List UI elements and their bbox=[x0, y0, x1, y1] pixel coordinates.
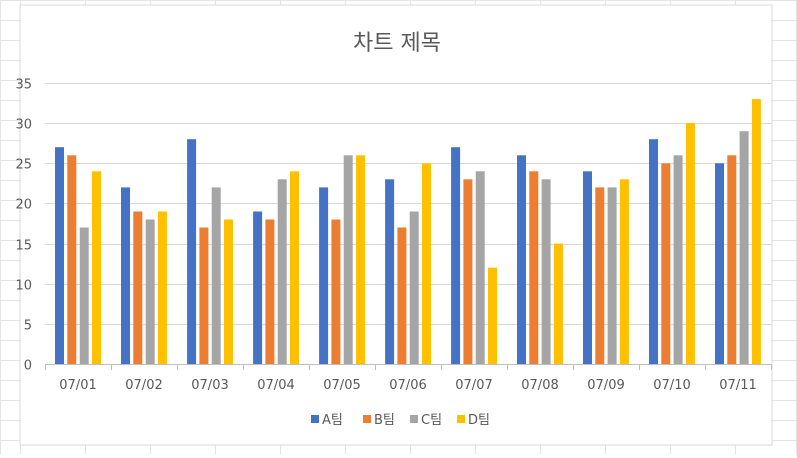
legend-label: D팀 bbox=[468, 413, 490, 428]
legend-label: C팀 bbox=[421, 413, 442, 428]
bar bbox=[595, 187, 605, 364]
x-tick-label: 07/05 bbox=[323, 378, 360, 393]
x-tick-label: 07/08 bbox=[521, 378, 558, 393]
bar bbox=[265, 219, 275, 364]
y-tick-label: 15 bbox=[15, 239, 32, 254]
bar bbox=[583, 171, 592, 364]
bar bbox=[529, 171, 539, 364]
bar bbox=[619, 179, 629, 364]
x-tick-label: 07/01 bbox=[59, 378, 96, 393]
bar bbox=[211, 187, 221, 364]
bar bbox=[541, 179, 551, 364]
y-axis-ticks: 0 5 10 15 20 25 30 35 bbox=[15, 78, 32, 374]
x-tick-label: 07/07 bbox=[455, 378, 492, 393]
bar bbox=[199, 227, 209, 364]
bar bbox=[385, 179, 395, 364]
y-tick-label: 5 bbox=[24, 319, 32, 334]
bar bbox=[715, 163, 724, 364]
bar bbox=[751, 99, 761, 364]
bar bbox=[79, 227, 89, 364]
legend-item[interactable]: A팀 bbox=[311, 413, 343, 428]
y-tick-label: 35 bbox=[15, 78, 32, 93]
bar bbox=[397, 227, 407, 364]
legend-swatch bbox=[311, 415, 319, 423]
bar bbox=[277, 179, 287, 364]
x-axis: 07/01 07/02 07/03 07/04 07/05 07/06 07/07 07/08… bbox=[45, 364, 772, 393]
legend-label: B팀 bbox=[374, 413, 395, 428]
bar bbox=[92, 171, 101, 364]
x-tick-label: 07/04 bbox=[257, 378, 294, 393]
bar bbox=[121, 187, 130, 364]
bar bbox=[224, 219, 233, 364]
bar bbox=[685, 123, 695, 364]
bar bbox=[488, 267, 497, 364]
bar bbox=[145, 219, 155, 364]
legend-swatch bbox=[410, 415, 418, 423]
bar bbox=[409, 211, 419, 364]
y-tick-label: 0 bbox=[24, 359, 32, 374]
bar bbox=[67, 155, 77, 364]
legend-swatch bbox=[457, 415, 465, 423]
x-tick-label: 07/03 bbox=[191, 378, 228, 393]
bar bbox=[133, 211, 143, 364]
legend-item[interactable]: B팀 bbox=[363, 413, 395, 428]
bar bbox=[451, 147, 461, 364]
bar bbox=[331, 219, 341, 364]
bars bbox=[55, 99, 761, 364]
legend-label: A팀 bbox=[322, 413, 343, 428]
y-tick-label: 10 bbox=[15, 279, 32, 294]
bar bbox=[157, 211, 167, 364]
bar bbox=[553, 243, 563, 364]
bar bbox=[517, 155, 526, 364]
legend-item[interactable]: C팀 bbox=[410, 413, 442, 428]
chart-title: 차트 제목 bbox=[353, 31, 441, 56]
bar bbox=[356, 155, 365, 364]
y-tick-label: 25 bbox=[15, 158, 32, 173]
bar bbox=[649, 139, 658, 364]
chart-frame bbox=[19, 4, 773, 446]
bar bbox=[673, 155, 683, 364]
legend-item[interactable]: D팀 bbox=[457, 413, 490, 428]
legend: A팀 B팀 C팀 D팀 bbox=[311, 413, 490, 428]
legend-swatch bbox=[363, 415, 371, 423]
x-tick-label: 07/09 bbox=[587, 378, 624, 393]
x-tick-label: 07/02 bbox=[125, 378, 162, 393]
x-tick-label: 07/11 bbox=[719, 378, 756, 393]
bar bbox=[187, 139, 197, 364]
bar bbox=[343, 155, 353, 364]
bar bbox=[661, 163, 671, 364]
bar bbox=[607, 187, 617, 364]
x-tick-label: 07/10 bbox=[653, 378, 690, 393]
y-tick-label: 20 bbox=[15, 198, 32, 213]
x-tick-label: 07/06 bbox=[389, 378, 426, 393]
y-tick-label: 30 bbox=[15, 118, 32, 133]
bar bbox=[463, 179, 473, 364]
bar bbox=[727, 155, 737, 364]
bar bbox=[55, 147, 64, 364]
bar bbox=[290, 171, 299, 364]
bar bbox=[422, 163, 431, 364]
bar bbox=[475, 171, 485, 364]
bar bbox=[253, 211, 263, 364]
bar bbox=[739, 131, 749, 364]
bar bbox=[319, 187, 329, 364]
